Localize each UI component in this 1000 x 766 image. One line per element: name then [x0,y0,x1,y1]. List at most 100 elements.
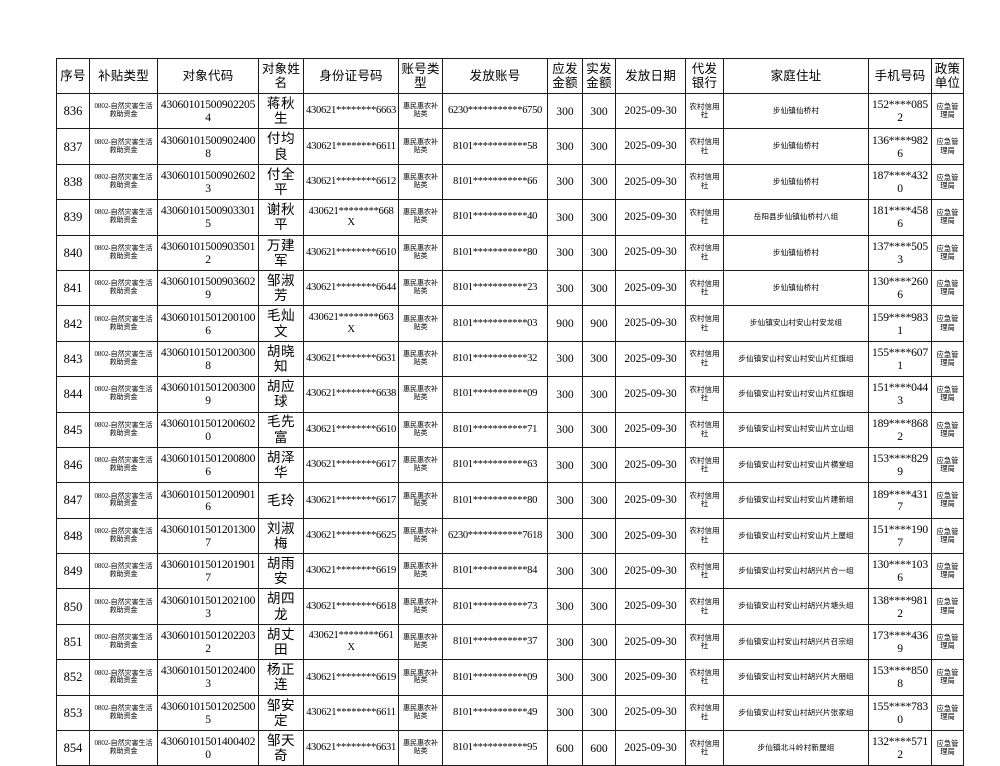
table-row: 838 0802-自然灾害生活救助资金 430601015009026023 付全平 4… [56,163,964,201]
cell-org: 应急管理局 [931,659,964,696]
cell-id: 430621********6663 [303,92,399,130]
cell-name: 谢秋平 [258,199,304,236]
cell-acct: 8101***********09 [442,659,548,696]
cell-acct_type: 惠民惠农补贴类 [398,482,443,519]
cell-bank: 农村信用社 [685,92,724,130]
cell-name: 胡泽华 [258,446,304,484]
cell-phone: 130****2606 [868,269,932,307]
cell-date: 2025-09-30 [615,305,686,342]
cell-date: 2025-09-30 [615,411,686,448]
cell-acct_type: 惠民惠农补贴类 [398,376,443,413]
cell-paid: 300 [582,588,616,625]
cell-id: 430621********6619 [303,553,399,590]
cell-name: 胡应球 [258,376,304,413]
cell-code: 430601015012025005 [157,694,259,732]
cell-bank: 农村信用社 [685,340,724,378]
cell-seq: 850 [56,588,90,625]
cell-acct_type: 惠民惠农补贴类 [398,588,443,625]
column-payment-date-header: 发放日期 [615,58,686,94]
cell-org: 应急管理局 [931,446,964,484]
cell-date: 2025-09-30 [615,517,686,555]
cell-id: 430621********6617 [303,482,399,519]
cell-bank: 农村信用社 [685,376,724,413]
cell-bank: 农村信用社 [685,659,724,696]
cell-phone: 187****4320 [868,163,932,201]
cell-bank: 农村信用社 [685,694,724,732]
cell-paid: 300 [582,482,616,519]
cell-type: 0802-自然灾害生活救助资金 [89,623,158,661]
cell-name: 胡晓知 [258,340,304,378]
cell-code: 430601015014004020 [157,730,259,766]
cell-addr: 步仙镇安山村安山村胡兴片大朋组 [723,659,869,696]
cell-acct: 8101***********23 [442,269,548,307]
cell-due: 300 [547,234,583,271]
cell-id: 430621********6611 [303,128,399,165]
cell-addr: 岳阳县步仙镇仙桥村八组 [723,199,869,236]
cell-paid: 300 [582,411,616,448]
cell-id: 430621********6631 [303,730,399,766]
cell-seq: 848 [56,517,90,555]
cell-phone: 189****4317 [868,482,932,519]
cell-paid: 600 [582,730,616,766]
cell-due: 300 [547,92,583,130]
cell-type: 0802-自然灾害生活救助资金 [89,411,158,448]
cell-date: 2025-09-30 [615,482,686,519]
cell-bank: 农村信用社 [685,482,724,519]
cell-bank: 农村信用社 [685,588,724,625]
cell-paid: 300 [582,694,616,732]
cell-phone: 138****9812 [868,588,932,625]
cell-date: 2025-09-30 [615,234,686,271]
cell-addr: 步仙镇安山村安山村安山片立山组 [723,411,869,448]
cell-date: 2025-09-30 [615,553,686,590]
cell-type: 0802-自然灾害生活救助资金 [89,659,158,696]
cell-name: 邹安定 [258,694,304,732]
cell-id: 430621********6611 [303,694,399,732]
table-header: 序号 补贴类型 对象代码 对象姓名 身份证号码 账号类型 发放账号 应发金额 实发金额 发放日期代… [56,58,964,94]
cell-id: 430621********6610 [303,234,399,271]
cell-type: 0802-自然灾害生活救助资金 [89,305,158,342]
cell-id: 430621********6625 [303,517,399,555]
table-row: 847 0802-自然灾害生活救助资金 430601015012009016 毛玲 43… [56,482,964,519]
cell-paid: 300 [582,446,616,484]
cell-acct_type: 惠民惠农补贴类 [398,659,443,696]
cell-bank: 农村信用社 [685,269,724,307]
cell-date: 2025-09-30 [615,446,686,484]
column-paid-amount-header: 实发金额 [582,58,616,94]
cell-phone: 132****5712 [868,730,932,766]
cell-org: 应急管理局 [931,553,964,590]
cell-code: 430601015009033015 [157,199,259,236]
cell-seq: 849 [56,553,90,590]
cell-paid: 300 [582,623,616,661]
column-sequence-header: 序号 [56,58,90,94]
cell-acct: 8101***********03 [442,305,548,342]
table-row: 842 0802-自然灾害生活救助资金 430601015012001006 毛灿文 4… [56,305,964,342]
cell-org: 应急管理局 [931,376,964,413]
cell-id: 430621********6619 [303,659,399,696]
cell-org: 应急管理局 [931,163,964,201]
column-payment-account-header: 发放账号 [442,58,548,94]
cell-org: 应急管理局 [931,128,964,165]
cell-org: 应急管理局 [931,482,964,519]
cell-type: 0802-自然灾害生活救助资金 [89,376,158,413]
cell-name: 邹天奇 [258,730,304,766]
cell-phone: 159****9831 [868,305,932,342]
column-object-name-header: 对象姓名 [258,58,304,94]
cell-bank: 农村信用社 [685,446,724,484]
cell-code: 430601015009022054 [157,92,259,130]
cell-code: 430601015009036029 [157,269,259,307]
cell-name: 刘淑梅 [258,517,304,555]
cell-seq: 839 [56,199,90,236]
cell-acct: 8101***********49 [442,694,548,732]
cell-type: 0802-自然灾害生活救助资金 [89,269,158,307]
cell-addr: 步仙镇安山村安山村安山片横堂组 [723,446,869,484]
table-row: 839 0802-自然灾害生活救助资金 430601015009033015 谢秋平 4… [56,199,964,236]
document-page: 序号 补贴类型 对象代码 对象姓名 身份证号码 账号类型 发放账号 应发金额 实发金额 发放日期代… [56,58,964,766]
cell-type: 0802-自然灾害生活救助资金 [89,199,158,236]
cell-acct: 8101***********66 [442,163,548,201]
cell-due: 300 [547,553,583,590]
cell-acct_type: 惠民惠农补贴类 [398,446,443,484]
cell-bank: 农村信用社 [685,553,724,590]
cell-paid: 300 [582,517,616,555]
cell-id: 430621********6610 [303,411,399,448]
cell-seq: 842 [56,305,90,342]
